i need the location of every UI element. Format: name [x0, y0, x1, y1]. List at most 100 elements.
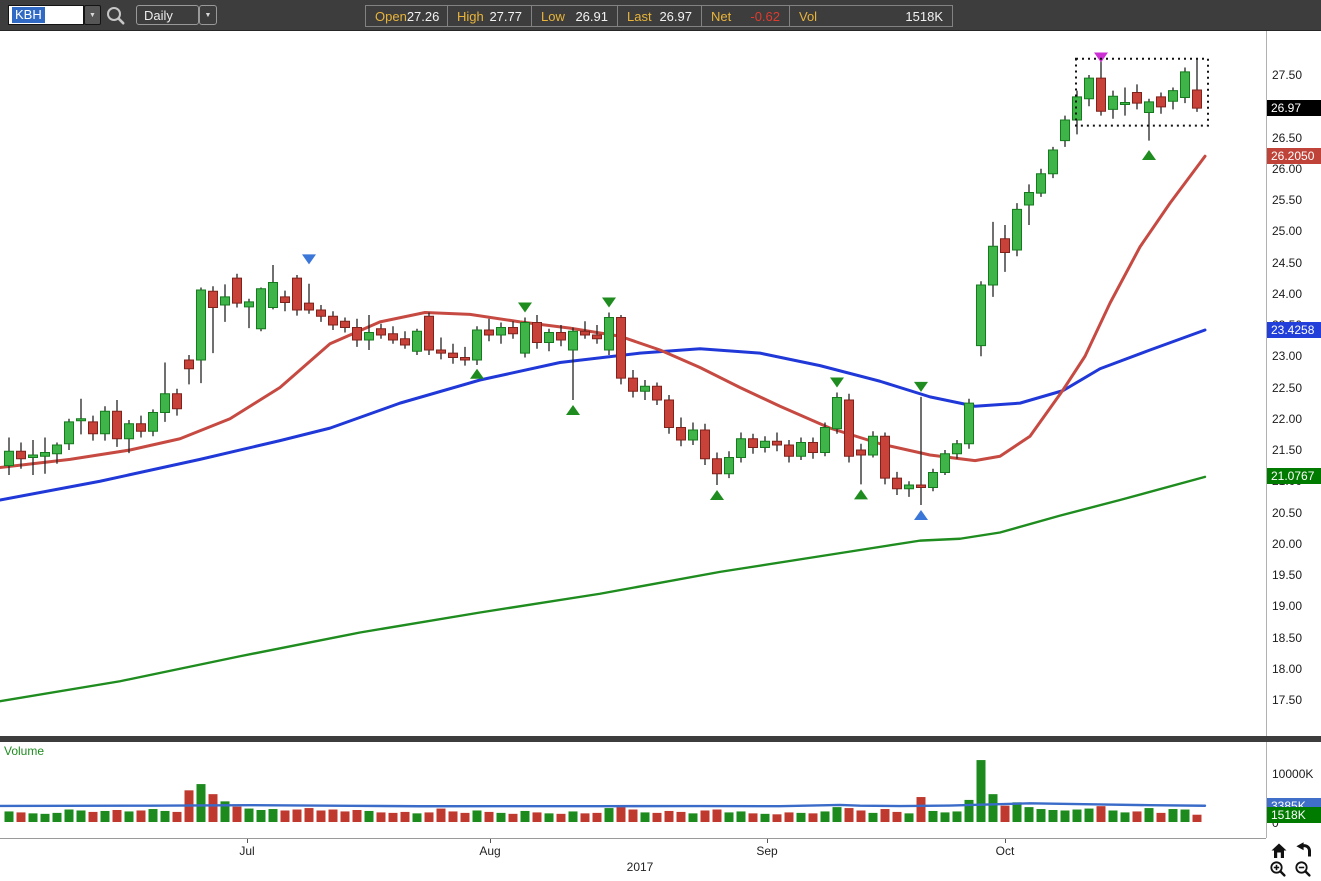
- candle-body: [544, 332, 554, 343]
- volume-bar: [316, 810, 326, 822]
- price-tick-label: 24.50: [1272, 255, 1303, 270]
- candle-body: [448, 352, 458, 358]
- price-tick-label: 20.00: [1272, 536, 1303, 551]
- candle-body: [268, 282, 278, 308]
- time-axis[interactable]: 2017 Jul Aug Sep Oct: [0, 838, 1266, 881]
- price-chart[interactable]: [0, 31, 1266, 736]
- candle-body: [856, 449, 866, 456]
- price-chart-svg: [0, 52, 1209, 703]
- symbol-input[interactable]: KBH: [8, 5, 84, 25]
- volume-bar: [784, 812, 794, 822]
- candle-body: [832, 397, 842, 430]
- candle-body: [964, 402, 974, 445]
- volume-bar: [856, 810, 866, 822]
- volume-bar: [88, 811, 98, 822]
- volume-bar: [1180, 809, 1190, 822]
- volume-bar: [796, 812, 806, 822]
- volume-bar: [556, 813, 566, 822]
- volume-bar: [424, 812, 434, 822]
- volume-bar: [592, 812, 602, 822]
- volume-bar: [460, 812, 470, 822]
- quote-cell-open: Open 27.26: [366, 6, 448, 26]
- price-tick-label: 22.00: [1272, 411, 1303, 426]
- volume-bar: [16, 812, 26, 822]
- candle-body: [100, 410, 110, 435]
- volume-bar: [340, 811, 350, 822]
- candle-body: [1060, 119, 1070, 142]
- volume-bar: [292, 809, 302, 822]
- volume-bar: [376, 812, 386, 822]
- candle-body: [844, 399, 854, 457]
- home-button[interactable]: [1270, 842, 1288, 860]
- candle-body: [952, 443, 962, 455]
- signal-down-triangle-icon: [914, 381, 928, 392]
- panel-divider[interactable]: [0, 736, 1321, 742]
- volume-bar: [1156, 812, 1166, 822]
- candle-body: [496, 327, 506, 336]
- candle-body: [760, 440, 770, 448]
- volume-bar: [964, 799, 974, 822]
- candle-body: [172, 393, 182, 410]
- candle-body: [676, 427, 686, 441]
- quote-cell-last: Last 26.97: [618, 6, 702, 26]
- volume-bar: [832, 807, 842, 822]
- candle-body: [568, 330, 578, 351]
- volume-bar: [976, 760, 986, 822]
- zoom-out-button[interactable]: [1294, 860, 1314, 880]
- candle-body: [316, 309, 326, 317]
- volume-bar: [220, 801, 230, 822]
- volume-bar: [688, 813, 698, 822]
- timeframe-select[interactable]: Daily: [136, 5, 199, 25]
- candle-body: [256, 288, 266, 330]
- candle-body: [988, 245, 998, 286]
- candle-body: [484, 329, 494, 336]
- volume-bar: [232, 806, 242, 822]
- candle-body: [736, 438, 746, 458]
- candle-body: [460, 357, 470, 361]
- volume-axis[interactable]: 10000K03385K1518K: [1266, 742, 1321, 838]
- quote-label: Net: [711, 8, 732, 24]
- candle-body: [724, 457, 734, 475]
- candle-body: [400, 338, 410, 346]
- timeframe-dropdown-button[interactable]: ▼: [199, 5, 217, 25]
- volume-bar: [628, 809, 638, 822]
- undo-icon[interactable]: [1295, 841, 1313, 859]
- candle-body: [328, 315, 338, 326]
- candle-body: [1192, 89, 1202, 109]
- price-tick-label: 22.50: [1272, 380, 1303, 395]
- volume-bar: [52, 812, 62, 822]
- candle-body: [1108, 95, 1118, 110]
- search-icon[interactable]: [106, 6, 126, 26]
- volume-bar: [1096, 806, 1106, 822]
- volume-bar: [520, 810, 530, 822]
- candle-body: [1024, 192, 1034, 206]
- candle-body: [160, 393, 170, 413]
- quote-value: 27.77: [489, 8, 522, 24]
- candle-body: [244, 301, 254, 308]
- volume-bar: [112, 810, 122, 822]
- volume-bar: [388, 812, 398, 822]
- candle-body: [472, 329, 482, 361]
- candle-body: [1132, 92, 1142, 104]
- price-axis[interactable]: 27.5027.0026.5026.0025.5025.0024.5024.00…: [1266, 31, 1321, 736]
- signal-up-triangle-icon: [914, 510, 928, 520]
- candle-body: [580, 330, 590, 336]
- candle-body: [292, 277, 302, 311]
- quote-cell-vol: Vol 1518K: [790, 6, 952, 26]
- volume-bar: [1144, 808, 1154, 822]
- symbol-dropdown-button[interactable]: ▼: [84, 5, 101, 25]
- candle-body: [340, 320, 350, 328]
- zoom-in-button[interactable]: [1269, 860, 1289, 880]
- quote-cell-high: High 27.77: [448, 6, 532, 26]
- volume-bar: [352, 810, 362, 822]
- volume-bar: [952, 811, 962, 822]
- quote-label: Low: [541, 8, 565, 24]
- signal-down-triangle-icon: [518, 302, 532, 313]
- candle-body: [40, 452, 50, 457]
- candle-body: [388, 333, 398, 341]
- volume-panel[interactable]: Volume: [0, 742, 1266, 838]
- candle-body: [436, 349, 446, 354]
- volume-bar: [1060, 810, 1070, 822]
- volume-bar: [196, 784, 206, 822]
- volume-bar: [136, 810, 146, 822]
